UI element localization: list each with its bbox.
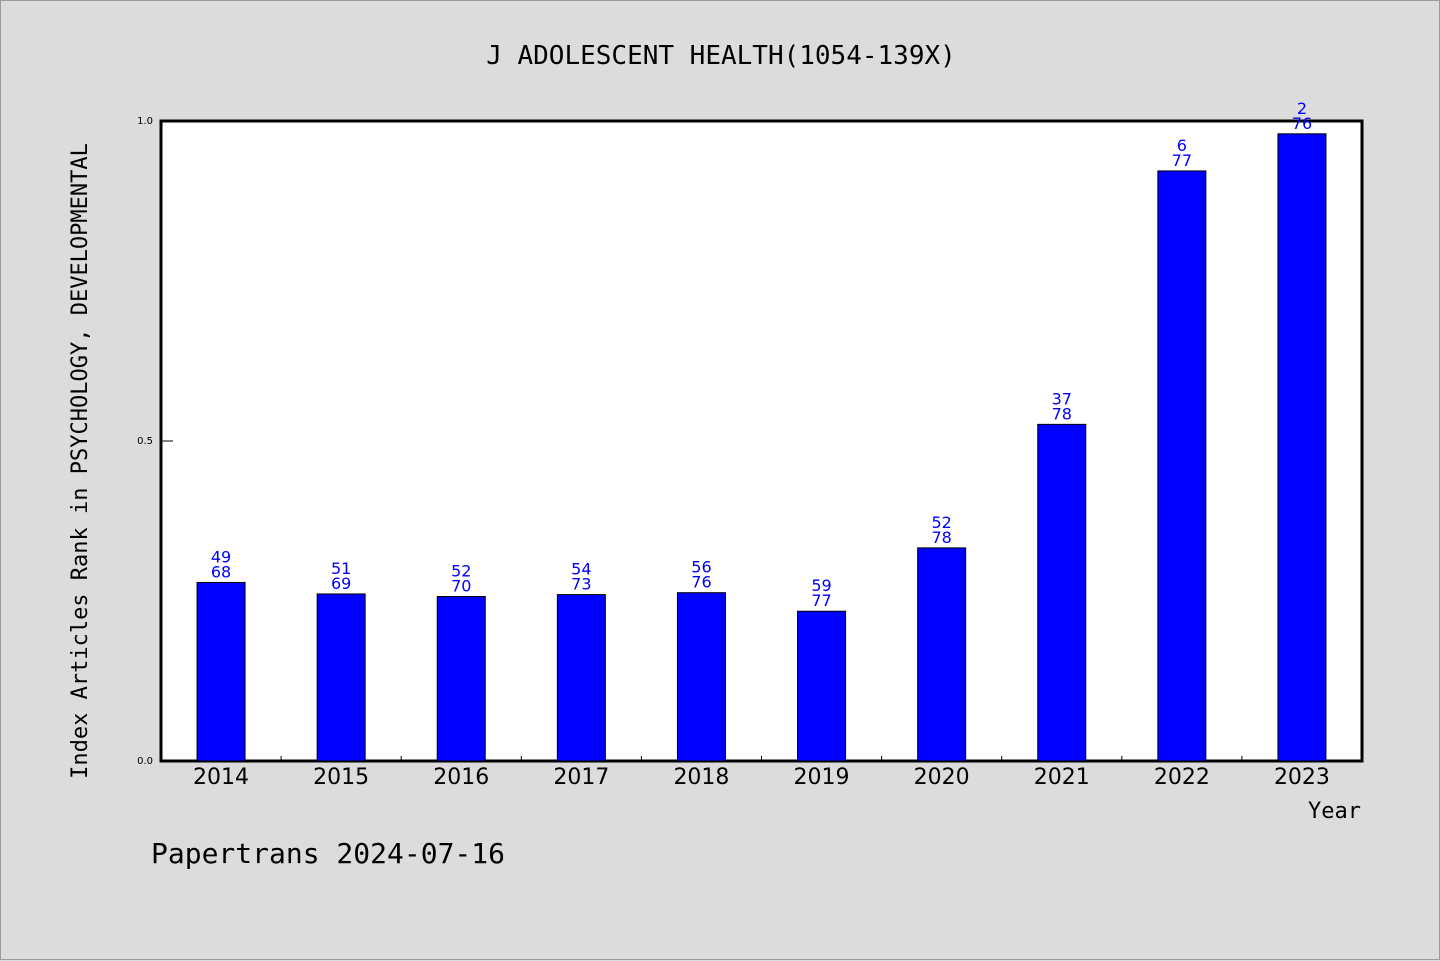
bar-2014 bbox=[196, 581, 246, 762]
bar-2022 bbox=[1157, 170, 1207, 762]
x-ticks-group: 2014 2015 2016 2017 2018 2019 2020 2021 2022 2023 bbox=[193, 756, 1330, 790]
data-label-total-2016: 70 bbox=[451, 577, 471, 596]
x-tick-label-2015: 2015 bbox=[313, 765, 369, 790]
data-label-rank-2014: 49 bbox=[211, 547, 231, 566]
data-label-rank-2021: 37 bbox=[1052, 389, 1072, 408]
y-tick-label-0.5: 0.5 bbox=[137, 436, 153, 447]
data-label-rank-2018: 56 bbox=[691, 558, 711, 577]
data-label-total-2021: 78 bbox=[1052, 404, 1072, 423]
x-tick-label-2023: 2023 bbox=[1274, 765, 1330, 790]
bar-2015 bbox=[316, 593, 366, 762]
chart-title: J ADOLESCENT HEALTH(1054-139X) bbox=[486, 41, 956, 71]
bar-2021 bbox=[1037, 423, 1087, 762]
data-label-total-2014: 68 bbox=[211, 562, 231, 581]
bars-group bbox=[196, 133, 1327, 762]
y-axis-label: Index Articles Rank in PSYCHOLOGY, DEVEL… bbox=[68, 143, 93, 779]
bar-2019 bbox=[797, 610, 847, 762]
data-label-rank-2015: 51 bbox=[331, 559, 351, 578]
data-label-rank-2017: 54 bbox=[571, 560, 591, 579]
x-tick-label-2022: 2022 bbox=[1154, 765, 1210, 790]
x-axis-label: Year bbox=[1308, 799, 1361, 824]
x-tick-label-2020: 2020 bbox=[914, 765, 970, 790]
data-label-total-2022: 77 bbox=[1172, 151, 1192, 170]
bar-2017 bbox=[556, 594, 606, 762]
data-label-total-2018: 76 bbox=[691, 573, 711, 592]
data-label-rank-2016: 52 bbox=[451, 562, 471, 581]
x-tick-label-2018: 2018 bbox=[673, 765, 729, 790]
footer-credit: Papertrans 2024-07-16 bbox=[151, 837, 505, 870]
x-tick-label-2016: 2016 bbox=[433, 765, 489, 790]
data-label-rank-2022: 6 bbox=[1177, 136, 1187, 155]
x-tick-label-2021: 2021 bbox=[1034, 765, 1090, 790]
data-label-total-2023: 76 bbox=[1292, 114, 1312, 133]
data-label-total-2015: 69 bbox=[331, 574, 351, 593]
x-tick-label-2014: 2014 bbox=[193, 765, 249, 790]
y-tick-label-0.0: 0.0 bbox=[137, 756, 153, 767]
data-label-total-2019: 77 bbox=[811, 591, 831, 610]
bar-2018 bbox=[676, 592, 726, 762]
data-label-total-2017: 73 bbox=[571, 575, 591, 594]
bar-2016 bbox=[436, 596, 486, 762]
data-label-rank-2023: 2 bbox=[1297, 99, 1307, 118]
data-label-rank-2020: 52 bbox=[931, 513, 951, 532]
bar-2020 bbox=[917, 547, 967, 762]
bar-2023 bbox=[1277, 133, 1327, 762]
data-label-rank-2019: 59 bbox=[811, 576, 831, 595]
x-tick-label-2017: 2017 bbox=[553, 765, 609, 790]
data-label-total-2020: 78 bbox=[931, 528, 951, 547]
y-tick-label-1.0: 1.0 bbox=[137, 116, 153, 127]
x-tick-label-2019: 2019 bbox=[794, 765, 850, 790]
y-ticks-group: 0.0 0.5 1.0 bbox=[137, 116, 173, 767]
